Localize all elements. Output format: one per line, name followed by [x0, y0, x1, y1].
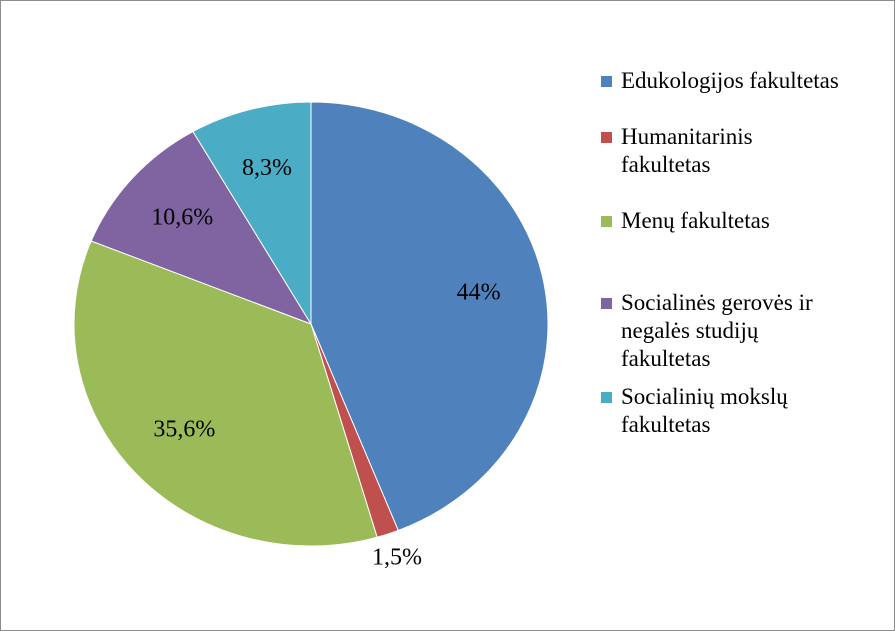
legend-label: Menų fakultetas [621, 208, 770, 233]
pie-slice [73, 240, 378, 547]
legend-item: Socialinės gerovės ir negalės studijų fa… [601, 289, 841, 373]
data-label: 35,6% [153, 417, 215, 443]
legend-item: Humanitarinis fakultetas [601, 123, 841, 179]
legend: Edukologijos fakultetas Humanitarinis fak… [601, 67, 841, 439]
data-label: 8,3% [242, 155, 292, 181]
legend-item: Socialinių mokslų fakultetas [601, 383, 841, 439]
legend-label: Socialinių mokslų fakultetas [621, 384, 788, 437]
data-label: 1,5% [372, 545, 422, 571]
legend-swatch [601, 76, 612, 87]
pie-slice [90, 130, 313, 325]
legend-swatch [601, 298, 612, 309]
legend-item: Menų fakultetas [601, 207, 841, 235]
data-label: 44% [457, 280, 501, 306]
legend-swatch [601, 132, 612, 143]
legend-label: Humanitarinis fakultetas [621, 124, 753, 177]
legend-item: Edukologijos fakultetas [601, 67, 841, 95]
legend-swatch [601, 392, 612, 403]
legend-label: Socialinės gerovės ir negalės studijų fa… [621, 290, 813, 371]
data-label: 10,6% [151, 205, 213, 231]
legend-label: Edukologijos fakultetas [621, 68, 839, 93]
pie-slice [310, 101, 549, 532]
pie-slice [192, 101, 312, 326]
legend-swatch [601, 216, 612, 227]
